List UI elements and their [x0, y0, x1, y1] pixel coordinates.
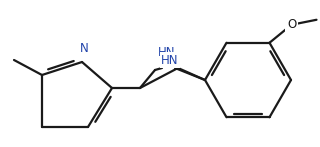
- Text: O: O: [287, 18, 296, 31]
- Text: HN: HN: [158, 46, 176, 59]
- Text: N: N: [80, 41, 88, 55]
- Text: HN: HN: [161, 54, 179, 66]
